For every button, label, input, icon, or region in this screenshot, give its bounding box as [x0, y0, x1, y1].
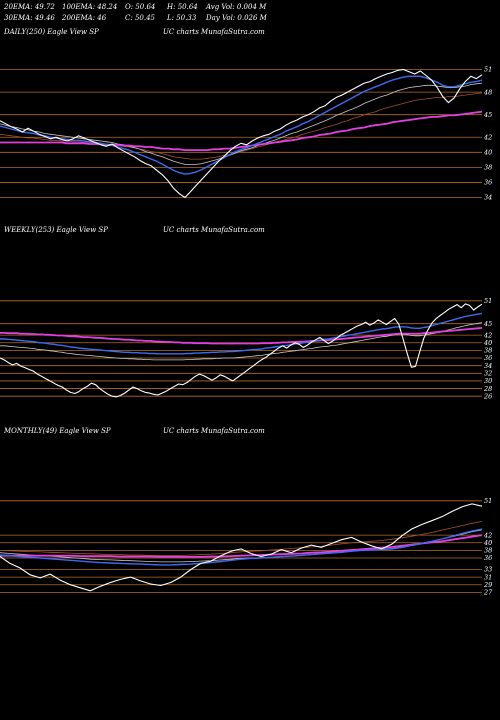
- open-readout: O: 50.64: [125, 3, 156, 11]
- daily-y-tick-label: 45: [483, 111, 492, 119]
- weekly-price-line: [0, 303, 483, 398]
- monthly-panel-title: MONTHLY(49) Eagle View SP: [4, 427, 111, 435]
- daily-y-tick-label: 40: [483, 149, 492, 157]
- weekly-ema-slow-line: [0, 327, 483, 345]
- ema100-readout: 100EMA: 48.24: [62, 3, 118, 11]
- monthly-y-tick-label: 29: [483, 581, 492, 589]
- monthly-y-tick-label: 27: [483, 589, 493, 597]
- day-vol-readout: Day Vol: 0.026 M: [206, 14, 267, 22]
- weekly-y-tick-label: 28: [483, 385, 492, 393]
- avg-vol-readout: Avg Vol: 0.004 M: [206, 3, 267, 11]
- daily-panel-title: DAILY(250) Eagle View SP: [4, 28, 99, 36]
- weekly-y-tick-label: 32: [484, 369, 492, 377]
- daily-y-tick-label: 51: [484, 66, 492, 74]
- weekly-y-tick-label: 40: [483, 339, 492, 347]
- ema30-readout: 30EMA: 49.46: [4, 14, 55, 22]
- daily-y-tick-label: 36: [484, 179, 492, 187]
- daily-y-tick-label: 48: [483, 88, 492, 96]
- weekly-y-tick-label: 34: [484, 362, 492, 370]
- daily-y-tick-label: 34: [484, 194, 492, 202]
- daily-ema-fast-line: [0, 75, 483, 175]
- weekly-panel-source: UC charts MunafaSutra.com: [163, 226, 265, 234]
- daily-panel-source: UC charts MunafaSutra.com: [163, 28, 265, 36]
- monthly-y-tick-label: 33: [484, 566, 492, 574]
- close-readout: C: 50.45: [125, 14, 155, 22]
- ema200-readout: 200EMA: 46: [62, 14, 107, 22]
- monthly-ema-slow-line: [0, 534, 483, 558]
- monthly-y-tick-label: 36: [484, 554, 492, 562]
- weekly-y-tick-label: 42: [483, 331, 492, 339]
- monthly-y-tick-label: 40: [483, 539, 492, 547]
- monthly-ema-fast-line: [0, 528, 483, 566]
- daily-chart: 51 48 45 42 40 38 36 34: [0, 66, 492, 202]
- high-readout: H: 50.64: [167, 3, 198, 11]
- daily-price-line: [0, 68, 483, 199]
- weekly-panel-title: WEEKLY(253) Eagle View SP: [4, 226, 108, 234]
- weekly-y-tick-label: 30: [484, 377, 492, 385]
- monthly-y-tick-label: 51: [484, 497, 492, 505]
- monthly-y-tick-label: 31: [484, 573, 492, 581]
- weekly-y-tick-label: 36: [484, 354, 492, 362]
- weekly-y-tick-label: 51: [484, 297, 492, 305]
- daily-ema-brown-line: [0, 92, 483, 160]
- weekly-ema-fast-line: [0, 312, 483, 355]
- weekly-y-tick-label: 38: [484, 347, 492, 355]
- daily-ema-mid-line: [0, 82, 483, 165]
- daily-y-tick-label: 42: [483, 133, 492, 141]
- monthly-y-tick-label: 42: [483, 531, 492, 539]
- weekly-y-tick-label: 45: [483, 320, 492, 328]
- daily-y-tick-label: 38: [484, 164, 492, 172]
- ema20-readout: 20EMA: 49.72: [4, 3, 55, 11]
- low-readout: L: 50.33: [167, 14, 197, 22]
- monthly-ema-brown-line: [0, 521, 483, 556]
- monthly-price-line: [0, 503, 483, 592]
- daily-ema-slow-line: [0, 110, 483, 152]
- monthly-panel-source: UC charts MunafaSutra.com: [163, 427, 265, 435]
- weekly-y-tick-label: 26: [483, 392, 492, 400]
- monthly-y-tick-label: 38: [484, 547, 492, 555]
